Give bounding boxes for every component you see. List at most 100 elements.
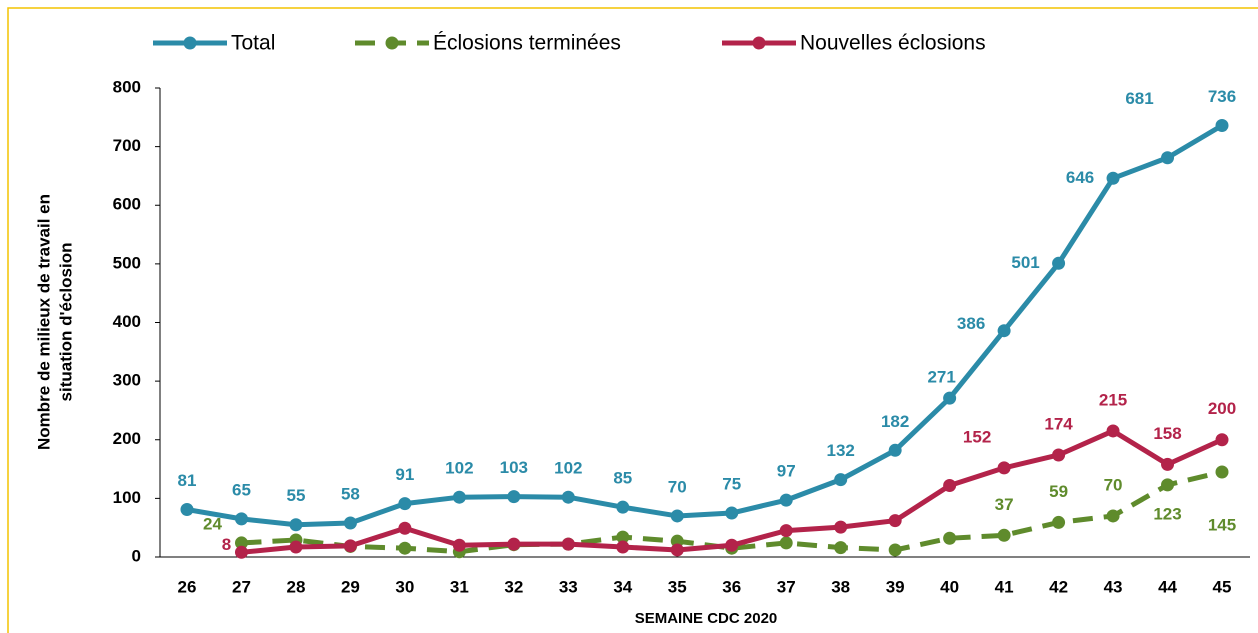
- data-label: 215: [1099, 390, 1127, 409]
- y-axis-label: situation d'éclosion: [56, 243, 75, 402]
- data-label: 85: [613, 469, 632, 488]
- marker: [234, 512, 248, 526]
- data-label: 24: [203, 514, 222, 533]
- x-tick-label: 32: [504, 577, 523, 596]
- y-tick-label: 700: [113, 136, 141, 155]
- data-label: 182: [881, 412, 909, 431]
- data-label: 75: [722, 475, 741, 494]
- data-label: 145: [1208, 515, 1236, 534]
- marker: [997, 461, 1011, 475]
- marker: [507, 537, 521, 551]
- data-label: 55: [286, 486, 305, 505]
- marker: [997, 324, 1011, 338]
- data-label: 59: [1049, 482, 1068, 501]
- marker: [1161, 151, 1175, 165]
- data-label: 102: [445, 459, 473, 478]
- marker: [1106, 424, 1120, 438]
- x-tick-label: 28: [286, 577, 305, 596]
- marker: [616, 500, 630, 514]
- marker: [561, 490, 575, 504]
- marker: [1215, 119, 1229, 133]
- data-label: 70: [668, 477, 687, 496]
- y-tick-label: 200: [113, 429, 141, 448]
- data-label: 681: [1125, 89, 1153, 108]
- x-tick-label: 30: [395, 577, 414, 596]
- data-label: 174: [1044, 414, 1073, 433]
- x-tick-label: 27: [232, 577, 251, 596]
- legend-label: Éclosions terminées: [433, 32, 621, 55]
- x-tick-label: 29: [341, 577, 360, 596]
- x-tick-label: 45: [1213, 577, 1232, 596]
- marker: [289, 540, 303, 554]
- marker: [1052, 256, 1066, 270]
- series-line: [186, 123, 1224, 528]
- x-tick-label: 39: [886, 577, 905, 596]
- data-label: 8: [222, 535, 231, 554]
- data-label: 58: [341, 484, 360, 503]
- x-tick-label: 42: [1049, 577, 1068, 596]
- data-label: 65: [232, 480, 251, 499]
- marker: [943, 531, 957, 545]
- marker: [180, 503, 194, 517]
- marker: [234, 536, 248, 550]
- legend-marker: [385, 36, 399, 50]
- marker: [289, 518, 303, 532]
- marker: [452, 538, 466, 552]
- data-label: 386: [957, 314, 985, 333]
- legend-marker: [183, 36, 197, 50]
- y-tick-label: 100: [113, 488, 141, 507]
- marker: [398, 497, 412, 511]
- marker: [779, 524, 793, 538]
- data-label: 123: [1153, 504, 1181, 523]
- data-label: 736: [1208, 87, 1236, 106]
- data-label: 152: [963, 427, 991, 446]
- marker: [1215, 433, 1229, 447]
- y-tick-label: 300: [113, 371, 141, 390]
- data-label: 103: [500, 458, 528, 477]
- x-tick-label: 36: [722, 577, 741, 596]
- marker: [1161, 457, 1175, 471]
- marker: [452, 490, 466, 504]
- marker: [888, 443, 902, 457]
- legend-label: Nouvelles éclosions: [800, 32, 986, 55]
- marker: [670, 543, 684, 557]
- marker: [561, 537, 575, 551]
- y-tick-label: 800: [113, 77, 141, 96]
- data-label: 91: [395, 465, 414, 484]
- marker: [888, 543, 902, 557]
- marker: [1106, 171, 1120, 185]
- marker: [943, 478, 957, 492]
- y-axis-label: Nombre de milieux de travail en: [34, 194, 53, 450]
- marker: [834, 541, 848, 555]
- x-axis-label: SEMAINE CDC 2020: [635, 610, 778, 627]
- x-tick-label: 43: [1104, 577, 1123, 596]
- data-label: 132: [826, 441, 854, 460]
- data-label: 271: [927, 368, 955, 387]
- marker: [398, 541, 412, 555]
- marker: [888, 514, 902, 528]
- marker: [1052, 515, 1066, 529]
- y-tick-label: 0: [132, 546, 141, 565]
- data-label: 81: [178, 471, 197, 490]
- marker: [779, 536, 793, 550]
- marker: [670, 509, 684, 523]
- data-label: 37: [995, 495, 1014, 514]
- marker: [343, 539, 357, 553]
- y-tick-label: 600: [113, 195, 141, 214]
- y-tick-label: 500: [113, 253, 141, 272]
- marker: [834, 473, 848, 487]
- data-label: 70: [1104, 475, 1123, 494]
- marker: [616, 530, 630, 544]
- data-label: 158: [1153, 424, 1181, 443]
- marker: [507, 490, 521, 504]
- x-tick-label: 34: [613, 577, 632, 596]
- x-tick-label: 26: [178, 577, 197, 596]
- legend-label: Total: [231, 32, 275, 55]
- x-tick-label: 37: [777, 577, 796, 596]
- x-tick-label: 31: [450, 577, 469, 596]
- marker: [1161, 478, 1175, 492]
- marker: [616, 540, 630, 554]
- marker: [725, 506, 739, 520]
- marker: [997, 528, 1011, 542]
